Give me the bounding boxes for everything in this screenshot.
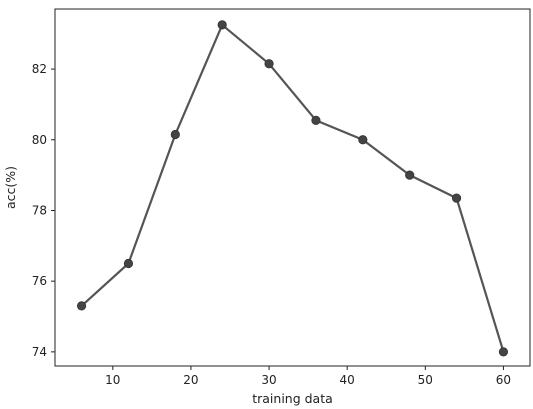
y-axis: 74 76 78 80 82 xyxy=(32,62,55,359)
plot-area xyxy=(54,8,531,367)
x-tick-label: 10 xyxy=(105,373,120,387)
data-point xyxy=(405,170,415,180)
data-point xyxy=(311,115,321,125)
data-point xyxy=(358,135,368,145)
y-tick-label: 78 xyxy=(32,203,47,217)
data-point xyxy=(498,347,509,357)
x-tick-label: 30 xyxy=(261,373,276,387)
x-tick-label: 40 xyxy=(340,373,355,387)
y-tick-label: 80 xyxy=(32,133,47,147)
series-points xyxy=(76,20,509,357)
data-point xyxy=(76,301,87,311)
data-point xyxy=(217,20,227,30)
data-point xyxy=(170,129,180,140)
x-axis: 10 20 30 40 50 60 xyxy=(105,366,511,387)
x-tick-label: 50 xyxy=(418,373,433,387)
x-tick-label: 60 xyxy=(496,373,511,387)
y-tick-label: 74 xyxy=(32,345,47,359)
y-tick-label: 82 xyxy=(32,62,47,76)
y-tick-label: 76 xyxy=(32,274,47,288)
x-tick-label: 20 xyxy=(183,373,198,387)
data-point xyxy=(264,59,274,69)
series-line xyxy=(80,23,505,353)
data-point xyxy=(123,258,134,269)
data-point xyxy=(451,193,462,203)
x-axis-label: training data xyxy=(252,391,333,406)
y-axis-label: acc(%) xyxy=(3,166,18,209)
